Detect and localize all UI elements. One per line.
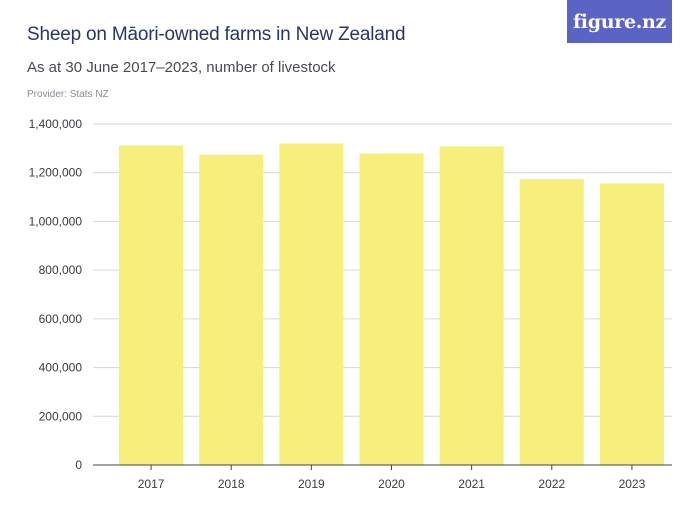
x-tick-label: 2017 xyxy=(138,477,165,491)
bar-2023[interactable] xyxy=(599,183,664,465)
bars xyxy=(119,143,664,466)
bar-2021[interactable] xyxy=(439,146,504,465)
x-tick-label: 2021 xyxy=(458,477,485,491)
x-tick-label: 2019 xyxy=(298,477,325,491)
bar-2019[interactable] xyxy=(279,143,344,465)
bar-2020[interactable] xyxy=(359,153,424,465)
y-tick-label: 1,400,000 xyxy=(29,117,83,131)
y-tick-label: 200,000 xyxy=(39,409,83,423)
x-tick-label: 2020 xyxy=(378,477,405,491)
figure-nz-logo[interactable]: figure.nz xyxy=(567,0,672,43)
y-tick-label: 600,000 xyxy=(39,312,83,326)
x-tick-label: 2023 xyxy=(619,477,646,491)
y-axis-ticks: 0 200,000 400,000 600,000 800,000 1,000,000 1,… xyxy=(29,117,83,472)
bar-2018[interactable] xyxy=(199,154,264,465)
y-tick-label: 1,200,000 xyxy=(29,166,83,180)
y-tick-label: 0 xyxy=(75,458,82,472)
y-tick-label: 400,000 xyxy=(39,361,83,375)
x-tick-label: 2018 xyxy=(218,477,245,491)
y-tick-label: 800,000 xyxy=(39,263,83,277)
bar-2022[interactable] xyxy=(519,179,584,465)
y-tick-label: 1,000,000 xyxy=(29,214,83,228)
chart-title: Sheep on Māori-owned farms in New Zealan… xyxy=(27,24,406,45)
data-provider: Provider: Stats NZ xyxy=(27,89,109,100)
x-axis-ticks: 2017 2018 2019 2020 2021 2022 2023 xyxy=(138,465,646,491)
bar-2017[interactable] xyxy=(119,145,184,466)
chart-subtitle: As at 30 June 2017–2023, number of lives… xyxy=(27,59,336,76)
x-tick-label: 2022 xyxy=(538,477,565,491)
